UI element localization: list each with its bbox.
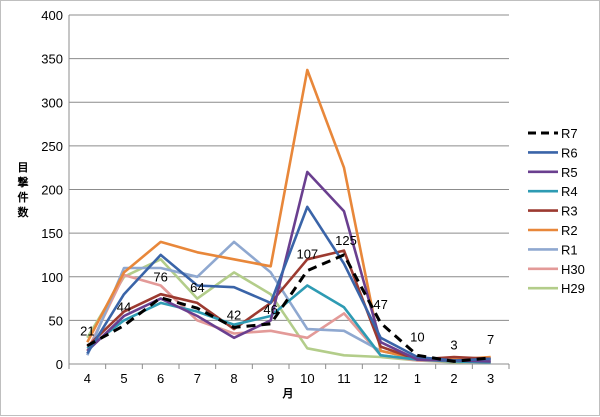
x-tick-label: 4 <box>84 371 91 386</box>
y-tick-label: 350 <box>41 52 63 67</box>
y-tick-label: 300 <box>41 95 63 110</box>
x-tick-label: 11 <box>337 371 351 386</box>
y-tick-labels: 0 50 100 150 200 250 300 350 400 <box>41 8 63 372</box>
series-lines <box>86 68 491 364</box>
series-line-r7 <box>86 253 491 363</box>
data-label-r7: 21 <box>80 324 94 339</box>
y-tick-label: 100 <box>41 270 63 285</box>
legend-label-r5: R5 <box>561 165 578 180</box>
legend-label-r3: R3 <box>561 204 578 219</box>
x-tick-label: 5 <box>120 371 127 386</box>
x-tick-labels: 4 5 6 7 8 9 10 11 12 1 2 3 <box>84 371 495 386</box>
series-line-h30 <box>86 273 491 364</box>
grid-lines <box>69 14 509 365</box>
y-tick-label: 400 <box>41 8 63 23</box>
x-tick-label: 10 <box>300 371 314 386</box>
legend-label-r6: R6 <box>561 145 578 160</box>
legend-label-h30: H30 <box>561 262 585 277</box>
x-tick-label: 8 <box>230 371 237 386</box>
y-tick-label: 200 <box>41 183 63 198</box>
series-line-r4 <box>86 284 491 364</box>
data-label-r7: 44 <box>117 300 131 315</box>
y-tick-label: 250 <box>41 139 63 154</box>
legend-label-r1: R1 <box>561 242 578 257</box>
data-label-r7: 7 <box>487 332 494 347</box>
x-tick-label: 12 <box>373 371 387 386</box>
data-label-r7: 76 <box>153 270 167 285</box>
legend: R7 R6 R5 R4 R3 R2 R1 H30 H29 <box>528 126 585 296</box>
data-label-r7: 47 <box>373 297 387 312</box>
axes <box>68 15 510 369</box>
data-label-r7: 46 <box>263 302 277 317</box>
legend-label-r2: R2 <box>561 223 578 238</box>
x-tick-label: 9 <box>267 371 274 386</box>
series-line-h29 <box>86 257 491 364</box>
y-tick-label: 0 <box>56 357 63 372</box>
x-tick-label: 2 <box>450 371 457 386</box>
y-tick-label: 150 <box>41 226 63 241</box>
data-label-r7: 64 <box>190 280 204 295</box>
data-label-r7: 107 <box>296 247 318 262</box>
data-label-r7: 125 <box>335 233 357 248</box>
data-label-r7: 3 <box>450 337 457 352</box>
y-tick-label: 50 <box>49 313 63 328</box>
y-axis-title: 目撃件数 <box>18 161 30 219</box>
series-line-r6 <box>86 205 491 362</box>
series-line-r2 <box>86 68 491 361</box>
x-tick-label: 6 <box>157 371 164 386</box>
x-tick-label: 3 <box>487 371 494 386</box>
x-tick-label: 7 <box>194 371 201 386</box>
x-tick-label: 1 <box>414 371 421 386</box>
x-axis-title: 月 <box>282 387 294 400</box>
legend-label-h29: H29 <box>561 281 585 296</box>
data-labels: 21 44 76 64 42 46 107 125 47 10 3 7 <box>80 233 494 352</box>
data-label-r7: 42 <box>227 307 241 322</box>
legend-label-r4: R4 <box>561 184 578 199</box>
legend-label-r7: R7 <box>561 126 578 141</box>
data-label-r7: 10 <box>410 329 424 344</box>
